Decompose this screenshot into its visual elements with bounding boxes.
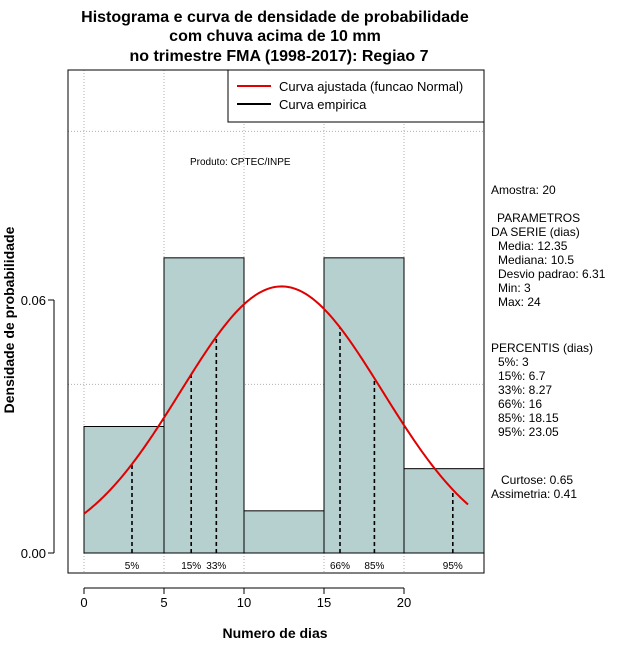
histogram-bar [163,257,245,554]
y-axis-title: Densidade de probabilidade [1,226,17,413]
param-item: Mediana: 10.5 [498,253,574,267]
percentil-item: 5%: 3 [498,355,529,369]
param-item: Min: 3 [498,281,531,295]
chart-title-line-3: no trimestre FMA (1998-2017): Regiao 7 [129,48,428,65]
grid-lines [68,70,485,573]
percentile-label: 33% [206,561,226,572]
legend-label-normal: Curva ajustada (funcao Normal) [279,79,463,94]
percentil-item: 95%: 23.05 [498,425,559,439]
histogram-bar [403,468,485,554]
stat-assimetria: Assimetria: 0.41 [491,487,577,501]
legend-box [227,69,485,123]
x-tick-label: 0 [80,595,87,610]
x-tick-label: 20 [397,595,411,610]
chart-title-line-2: com chuva acima de 10 mm [169,28,381,45]
percentile-label: 95% [443,561,463,572]
x-tick-label: 10 [237,595,251,610]
stat-curtose: Curtose: 0.65 [501,473,573,487]
params-title-2: DA SERIE (dias) [491,225,580,239]
x-tick-label: 5 [160,595,167,610]
x-axis-title: Numero de dias [222,625,327,641]
normal-curve [83,285,469,515]
percentile-label: 5% [125,561,140,572]
percentil-item: 15%: 6.7 [498,369,546,383]
percentile-label: 15% [181,561,201,572]
params-title-1: PARAMETROS [497,211,580,225]
y-tick-label: 0.06 [21,293,46,308]
percentil-item: 66%: 16 [498,397,542,411]
legend: Curva ajustada (funcao Normal) Curva emp… [227,69,485,123]
product-annotation: Produto: CPTEC/INPE [190,157,291,168]
normal-curve-group [83,285,469,515]
histogram-bar [243,510,325,554]
param-item: Desvio padrao: 6.31 [498,267,606,281]
param-item: Media: 12.35 [498,239,568,253]
y-tick-label: 0.00 [21,546,46,561]
percentil-item: 33%: 8.27 [498,383,552,397]
percentile-label: 85% [364,561,384,572]
percentile-lines: 5% 15% 33% 66% 85% 95% [125,327,463,572]
stats-panel: Amostra: 20 PARAMETROS DA SERIE (dias) M… [491,183,606,501]
legend-label-empirical: Curva empirica [279,97,367,112]
x-tick-label: 15 [317,595,331,610]
axes: 0 5 10 15 20 0.00 0.06 [21,69,485,610]
histogram-bar [83,426,165,554]
percentile-label: 66% [330,561,350,572]
histogram-bars [83,257,485,554]
percentis-title: PERCENTIS (dias) [491,341,593,355]
percentil-item: 85%: 18.15 [498,411,559,425]
stat-amostra: Amostra: 20 [491,183,556,197]
chart-title-line-1: Histograma e curva de densidade de proba… [81,9,469,26]
param-item: Max: 24 [498,295,541,309]
